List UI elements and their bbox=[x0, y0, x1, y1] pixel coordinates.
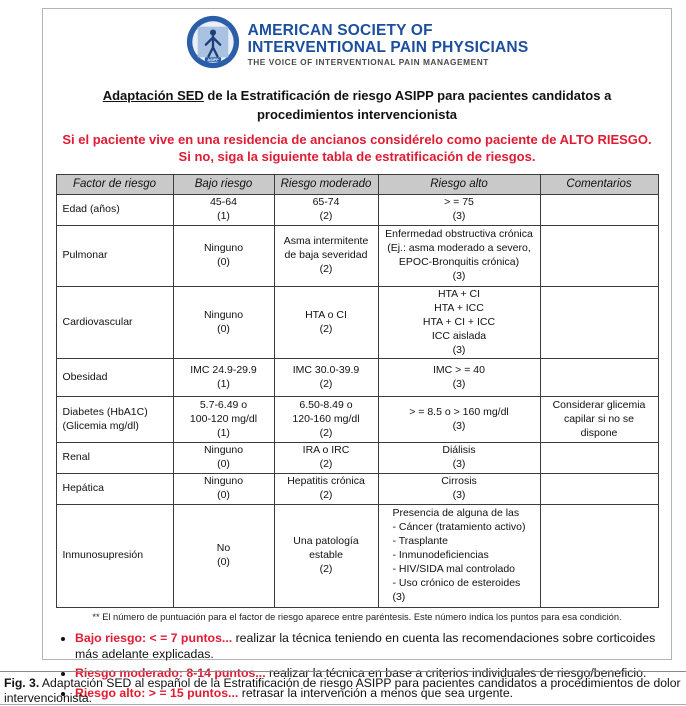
table-cell: 65-74 (2) bbox=[273, 194, 379, 227]
risk-factor-cell: Cardiovascular bbox=[55, 286, 174, 360]
warning-text: Si el paciente vive en una residencia de… bbox=[53, 132, 661, 166]
legend-item-lead: Riesgo moderado: 8-14 puntos... bbox=[75, 666, 266, 681]
table-row: Cardiovascular Ninguno (0) HTA o CI (2) HTA… bbox=[55, 286, 659, 360]
table-cell bbox=[539, 194, 659, 227]
table-cell: Ninguno (0) bbox=[172, 225, 275, 288]
legend-item-text: retrasar la intervención a menos que sea… bbox=[238, 685, 514, 700]
risk-factor-cell: Diabetes (HbA1C) (Glicemia mg/dl) bbox=[55, 396, 174, 444]
table-row: Renal Ninguno (0) IRA o IRC (2) Diálisis (3… bbox=[55, 442, 659, 475]
table-footnote: ** El número de puntuación para el facto… bbox=[92, 611, 622, 622]
table-row: Hepática Ninguno (0) Hepatitis crónica (2)… bbox=[55, 473, 659, 505]
table-cell: Ninguno (0) bbox=[172, 286, 275, 360]
column-header: Riesgo alto bbox=[377, 174, 541, 196]
logo-tagline: THE VOICE OF INTERVENTIONAL PAIN MANAGEM… bbox=[247, 57, 489, 68]
caption-divider bbox=[0, 671, 686, 672]
table-cell: 5.7-6.49 o 100-120 mg/dl (1) bbox=[172, 396, 275, 444]
title-lead: Adaptación SED bbox=[102, 88, 204, 103]
column-header: Comentarios bbox=[539, 174, 659, 196]
table-cell: > = 75 (3) bbox=[377, 194, 541, 227]
warning-line-1: Si el paciente vive en una residencia de… bbox=[62, 131, 652, 147]
table-cell: 6.50-8.49 o 120-160 mg/dl (2) bbox=[273, 396, 379, 444]
legend-item-text: realizar la técnica teniendo en cuenta l… bbox=[75, 630, 656, 662]
caption-text: Adaptación SED al español de la Estratif… bbox=[4, 676, 681, 706]
table-cell bbox=[539, 442, 659, 475]
table-row: Inmunosupresión No (0) Una patología estab… bbox=[55, 503, 659, 608]
table-cell: Presencia de alguna de las - Cáncer (tra… bbox=[377, 503, 541, 608]
column-header: Bajo riesgo bbox=[172, 174, 275, 196]
legend-item-text: realizar la técnica en base a criterios … bbox=[265, 666, 647, 681]
table-cell: Diálisis (3) bbox=[377, 442, 541, 475]
column-header: Factor de riesgo bbox=[55, 174, 174, 196]
legend-item-lead: Riesgo alto: > = 15 puntos... bbox=[75, 685, 239, 700]
legend-item: Riesgo alto: > = 15 puntos... retrasar l… bbox=[75, 685, 659, 701]
svg-text:ASIPP: ASIPP bbox=[207, 58, 219, 62]
table-cell: Ninguno (0) bbox=[172, 442, 275, 475]
table-cell: Una patología estable (2) bbox=[273, 503, 379, 608]
table-cell bbox=[539, 503, 659, 608]
score-legend: Bajo riesgo: < = 7 puntos... realizar la… bbox=[61, 630, 659, 701]
table-cell bbox=[539, 286, 659, 360]
risk-factor-cell: Renal bbox=[55, 442, 174, 475]
table-row: Obesidad IMC 24.9-29.9 (1) IMC 30.0-39.9 (… bbox=[55, 358, 659, 398]
title-rest: de la Estratificación de riesgo ASIPP pa… bbox=[203, 88, 612, 122]
logo-line-2: INTERVENTIONAL PAIN PHYSICIANS bbox=[247, 39, 529, 56]
legend-item: Bajo riesgo: < = 7 puntos... realizar la… bbox=[75, 630, 659, 662]
table-cell bbox=[539, 473, 659, 505]
table-row: Edad (años) 45-64 (1) 65-74 (2) > = 75 (3) bbox=[55, 194, 659, 227]
column-header: Riesgo moderado bbox=[273, 174, 379, 196]
table-cell: IMC 24.9-29.9 (1) bbox=[172, 358, 275, 398]
asipp-logo: ASIPP AMERICAN SOCIETY OF INTERVENTIONAL… bbox=[43, 15, 671, 74]
warning-line-2: Si no, siga la siguiente tabla de estrat… bbox=[178, 148, 536, 164]
table-row: Pulmonar Ninguno (0) Asma intermitente de … bbox=[55, 225, 659, 288]
table-cell: Ninguno (0) bbox=[172, 473, 275, 505]
table-cell: Hepatitis crónica (2) bbox=[273, 473, 379, 505]
risk-factor-cell: Pulmonar bbox=[55, 225, 174, 288]
figure-box: ASIPP AMERICAN SOCIETY OF INTERVENTIONAL… bbox=[42, 8, 672, 700]
logo-line-1: AMERICAN SOCIETY OF bbox=[247, 21, 433, 39]
table-cell bbox=[539, 225, 659, 288]
table-row: Diabetes (HbA1C) (Glicemia mg/dl) 5.7-6.4… bbox=[55, 396, 659, 444]
legend-item-lead: Bajo riesgo: < = 7 puntos... bbox=[75, 630, 233, 645]
logo-text: AMERICAN SOCIETY OF INTERVENTIONAL PAIN … bbox=[248, 22, 529, 68]
table-cell: Enfermedad obstructiva crónica (Ej.: asm… bbox=[377, 225, 541, 288]
asipp-seal-icon: ASIPP bbox=[186, 15, 240, 74]
table-cell bbox=[539, 358, 659, 398]
figure-title: Adaptación SED de la Estratificación de … bbox=[73, 87, 641, 125]
bottom-divider bbox=[0, 704, 686, 705]
figure-caption: Fig. 3. Adaptación SED al español de la … bbox=[4, 676, 682, 706]
risk-factor-cell: Obesidad bbox=[55, 358, 174, 398]
table-cell: > = 8.5 o > 160 mg/dl (3) bbox=[377, 396, 541, 444]
table-cell: IRA o IRC (2) bbox=[273, 442, 379, 475]
table-cell: IMC 30.0-39.9 (2) bbox=[273, 358, 379, 398]
table-cell: IMC > = 40 (3) bbox=[377, 358, 541, 398]
legend-item: Riesgo moderado: 8-14 puntos... realizar… bbox=[75, 665, 659, 681]
risk-factor-cell: Inmunosupresión bbox=[55, 503, 174, 608]
table-cell: Considerar glicemia capilar si no se dis… bbox=[539, 396, 659, 444]
risk-stratification-table: Factor de riesgo Bajo riesgo Riesgo modera… bbox=[55, 174, 659, 608]
risk-factor-cell: Edad (años) bbox=[55, 194, 174, 227]
table-cell: HTA o CI (2) bbox=[273, 286, 379, 360]
table-cell: 45-64 (1) bbox=[172, 194, 275, 227]
header-row: Factor de riesgo Bajo riesgo Riesgo modera… bbox=[55, 174, 659, 196]
table-cell: No (0) bbox=[172, 503, 275, 608]
caption-label: Fig. 3. bbox=[4, 676, 40, 690]
risk-factor-cell: Hepática bbox=[55, 473, 174, 505]
table-cell: Asma intermitente de baja severidad (2) bbox=[273, 225, 379, 288]
table-cell: HTA + CI HTA + ICC HTA + CI + ICC ICC ai… bbox=[377, 286, 541, 360]
table-cell: Cirrosis (3) bbox=[377, 473, 541, 505]
